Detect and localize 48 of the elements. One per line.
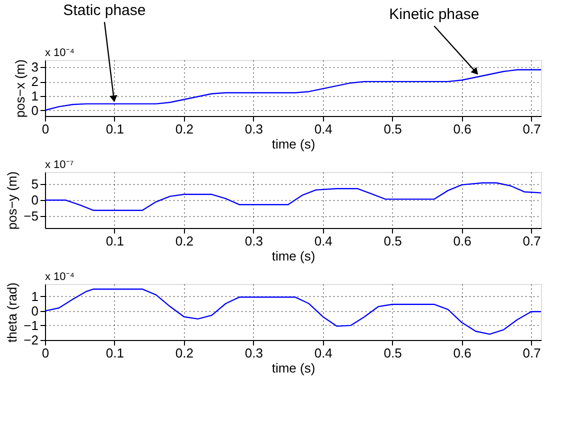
text: x 10⁻⁴ <box>45 47 75 59</box>
y-tick-label: −1 <box>24 318 38 333</box>
y-axis-title: pos−y (m) <box>4 171 20 230</box>
annotation: Kinetic phase <box>389 6 480 23</box>
x-tick-label: 0.2 <box>175 122 194 136</box>
x-tick-label: 0.4 <box>314 346 332 360</box>
x-tick-label: 0.4 <box>314 122 332 136</box>
x-tick-label: 0.6 <box>453 234 472 248</box>
y-tick-label: 5 <box>31 176 38 192</box>
x-tick-label: 0.1 <box>106 122 124 136</box>
y-tick-label: 0 <box>31 102 38 118</box>
x-tick-label: 0.7 <box>522 346 541 360</box>
x-tick-label: 0.5 <box>384 234 402 248</box>
y-tick-label: −5 <box>24 208 38 224</box>
y-tick-label: 0 <box>31 303 38 318</box>
y-tick-label: −2 <box>24 332 38 348</box>
text: x 10⁻⁴ <box>45 271 75 283</box>
annotation: Static phase <box>63 2 146 19</box>
x-tick-label: 0.5 <box>384 122 402 136</box>
x-tick-label: 0.3 <box>244 122 263 136</box>
line-series <box>44 182 542 211</box>
y-tick-label: 3 <box>31 60 38 75</box>
text: x 10⁻⁷ <box>45 159 74 171</box>
x-tick-label: 0.1 <box>106 234 124 248</box>
x-tick-label: 0.2 <box>175 234 194 248</box>
x-tick-label: 0.6 <box>453 122 472 136</box>
x-tick-label: 0 <box>42 122 50 136</box>
x-tick-label: 0.6 <box>453 346 472 360</box>
y-tick-label: 1 <box>31 288 38 304</box>
x-tick-label: 0 <box>42 346 50 360</box>
y-tick-label: 1 <box>31 88 38 104</box>
line-series <box>44 69 542 111</box>
y-axis-title: pos−x (m) <box>12 59 28 118</box>
x-axis-title: time (s) <box>272 248 316 264</box>
y-tick-label: 0 <box>31 192 38 208</box>
y-tick-label: 2 <box>31 74 38 90</box>
line-series <box>44 288 542 335</box>
x-tick-label: 0.4 <box>314 234 332 248</box>
x-axis-title: time (s) <box>272 360 316 376</box>
x-axis-title: time (s) <box>272 136 316 152</box>
x-tick-label: 0.7 <box>522 234 541 248</box>
x-tick-label: 0.3 <box>244 346 263 360</box>
x-tick-label: 0.5 <box>384 346 402 360</box>
x-tick-label: 0.3 <box>244 234 263 248</box>
x-tick-label: 0.2 <box>175 346 194 360</box>
x-tick-label: 0.7 <box>522 122 541 136</box>
x-tick-label: 0.1 <box>106 346 124 360</box>
y-axis-title: theta (rad) <box>4 282 20 342</box>
